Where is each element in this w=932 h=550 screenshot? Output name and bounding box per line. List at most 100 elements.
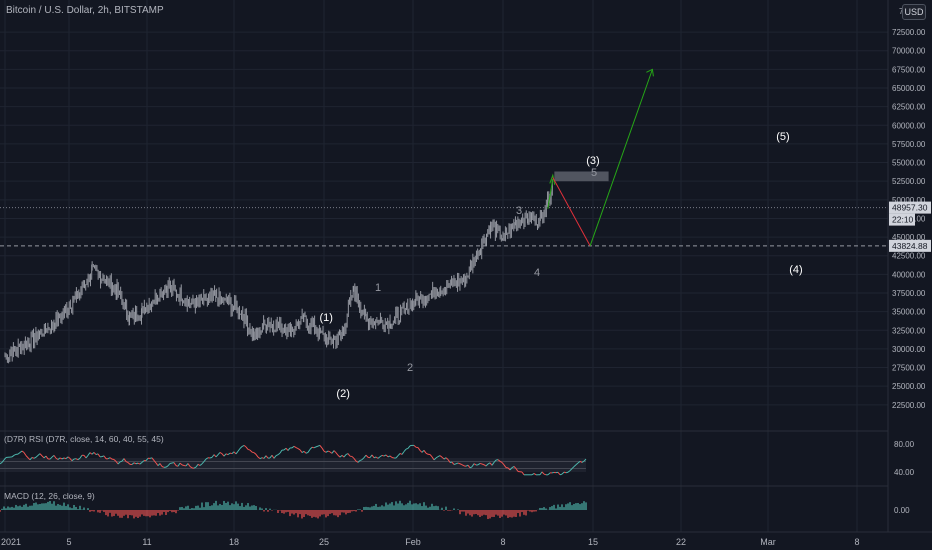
rsi-segment bbox=[559, 473, 563, 476]
rsi-segment bbox=[383, 454, 387, 457]
rsi-segment bbox=[179, 462, 183, 466]
rsi-segment bbox=[437, 455, 441, 458]
rsi-segment bbox=[487, 462, 491, 465]
rsi-segment bbox=[319, 445, 323, 449]
rsi-segment bbox=[225, 453, 229, 456]
rsi-segment bbox=[431, 456, 435, 461]
rsi-segment bbox=[235, 450, 239, 455]
rsi-segment bbox=[479, 462, 483, 465]
rsi-segment bbox=[181, 464, 185, 466]
rsi-segment bbox=[291, 445, 295, 449]
rsi-segment bbox=[161, 466, 165, 468]
rsi-segment bbox=[173, 462, 177, 466]
rsi-segment bbox=[413, 445, 417, 448]
rsi-segment bbox=[159, 463, 163, 467]
rsi-segment bbox=[241, 444, 245, 447]
rsi-segment bbox=[581, 460, 585, 463]
currency-button[interactable]: USD bbox=[902, 4, 926, 20]
rsi-segment bbox=[375, 456, 379, 459]
price-axis-label: 72500.00 bbox=[892, 28, 926, 37]
rsi-segment bbox=[573, 464, 577, 467]
rsi-segment bbox=[109, 457, 113, 460]
price-axis-label: 42500.00 bbox=[892, 252, 926, 261]
rsi-segment bbox=[39, 453, 43, 457]
rsi-segment bbox=[403, 448, 407, 452]
rsi-segment bbox=[521, 471, 525, 476]
rsi-segment bbox=[405, 447, 409, 450]
wave-label: 3 bbox=[516, 205, 522, 217]
resistance-zone bbox=[554, 171, 609, 182]
wave-labels: (1) (2) (3) (4) (5) 1 2 3 4 5 bbox=[320, 131, 803, 400]
rsi-segment bbox=[377, 456, 381, 459]
rsi-segment bbox=[277, 452, 281, 456]
time-axis[interactable]: 2021 5 11 18 25 Feb 8 15 22 Mar 8 bbox=[0, 531, 932, 547]
rsi-axis-label: 40.00 bbox=[894, 468, 915, 477]
countdown-badge-bg bbox=[889, 213, 915, 226]
rsi-segment bbox=[209, 456, 213, 459]
rsi-segment bbox=[119, 460, 123, 463]
rsi-segment bbox=[259, 457, 263, 460]
rsi-segment bbox=[467, 464, 471, 469]
rsi-segment bbox=[355, 460, 359, 463]
rsi-segment bbox=[439, 455, 443, 458]
time-axis-label: 18 bbox=[229, 537, 239, 547]
rsi-segment bbox=[387, 455, 391, 458]
rsi-segment bbox=[275, 454, 279, 457]
rsi-segment bbox=[91, 452, 95, 455]
rsi-segment bbox=[343, 454, 347, 458]
rsi-segment bbox=[211, 454, 215, 458]
rsi-segment bbox=[461, 464, 465, 467]
symbol-title[interactable]: Bitcoin / U.S. Dollar, 2h, BITSTAMP bbox=[6, 5, 164, 16]
rsi-segment bbox=[473, 463, 477, 466]
time-axis-label: 15 bbox=[588, 537, 598, 547]
price-axis-label: 27500.00 bbox=[892, 364, 926, 373]
rsi-segment bbox=[543, 473, 547, 476]
price-axis-label: 32500.00 bbox=[892, 326, 926, 335]
rsi-segment bbox=[23, 452, 27, 456]
rsi-segment bbox=[433, 457, 437, 461]
time-axis-label: Mar bbox=[760, 537, 776, 547]
rsi-segment bbox=[455, 462, 459, 465]
rsi-segment bbox=[425, 452, 429, 455]
rsi-segment bbox=[435, 456, 439, 459]
price-axis-label: 30000.00 bbox=[892, 345, 926, 354]
rsi-segment bbox=[491, 462, 495, 466]
rsi-segment bbox=[385, 454, 389, 458]
rsi-segment bbox=[201, 461, 205, 465]
rsi-segment bbox=[423, 449, 427, 454]
rsi-segment bbox=[333, 450, 337, 454]
price-axis-label: 40000.00 bbox=[892, 270, 926, 279]
projection-arrowhead bbox=[646, 68, 654, 77]
chart-overlays bbox=[0, 68, 888, 247]
wave-label: 1 bbox=[375, 282, 381, 294]
rsi-segment bbox=[389, 455, 393, 458]
rsi-segment bbox=[347, 453, 351, 457]
rsi-segment bbox=[477, 463, 481, 466]
rsi-segment bbox=[531, 473, 535, 476]
rsi-segment bbox=[227, 452, 231, 456]
rsi-segment bbox=[57, 457, 61, 460]
time-axis-label: 25 bbox=[319, 537, 329, 547]
rsi-segment bbox=[313, 446, 317, 449]
rsi-segment bbox=[297, 448, 301, 451]
rsi-segment bbox=[371, 454, 375, 459]
rsi-segment bbox=[271, 454, 275, 459]
rsi-segment bbox=[317, 444, 321, 447]
price-axis[interactable]: 72500.00 70000.00 67500.00 65000.00 62500.00… bbox=[887, 0, 931, 532]
price-axis-label: 67500.00 bbox=[892, 65, 926, 74]
rsi-segment bbox=[165, 465, 169, 468]
rsi-segment bbox=[309, 446, 313, 450]
rsi-panel: (D7R) RSI (D7R, close, 14, 60, 40, 55, 4… bbox=[0, 434, 915, 477]
rsi-segment bbox=[215, 454, 219, 458]
price-axis-label: 70000.00 bbox=[892, 47, 926, 56]
rsi-segment bbox=[29, 457, 33, 461]
rsi-segment bbox=[465, 464, 469, 467]
rsi-segment bbox=[563, 471, 567, 474]
rsi-segment bbox=[101, 455, 105, 458]
rsi-segment bbox=[107, 457, 111, 460]
rsi-segment bbox=[185, 463, 189, 467]
rsi-segment bbox=[0, 462, 3, 465]
rsi-segment bbox=[213, 454, 217, 458]
rsi-segment bbox=[471, 463, 475, 468]
